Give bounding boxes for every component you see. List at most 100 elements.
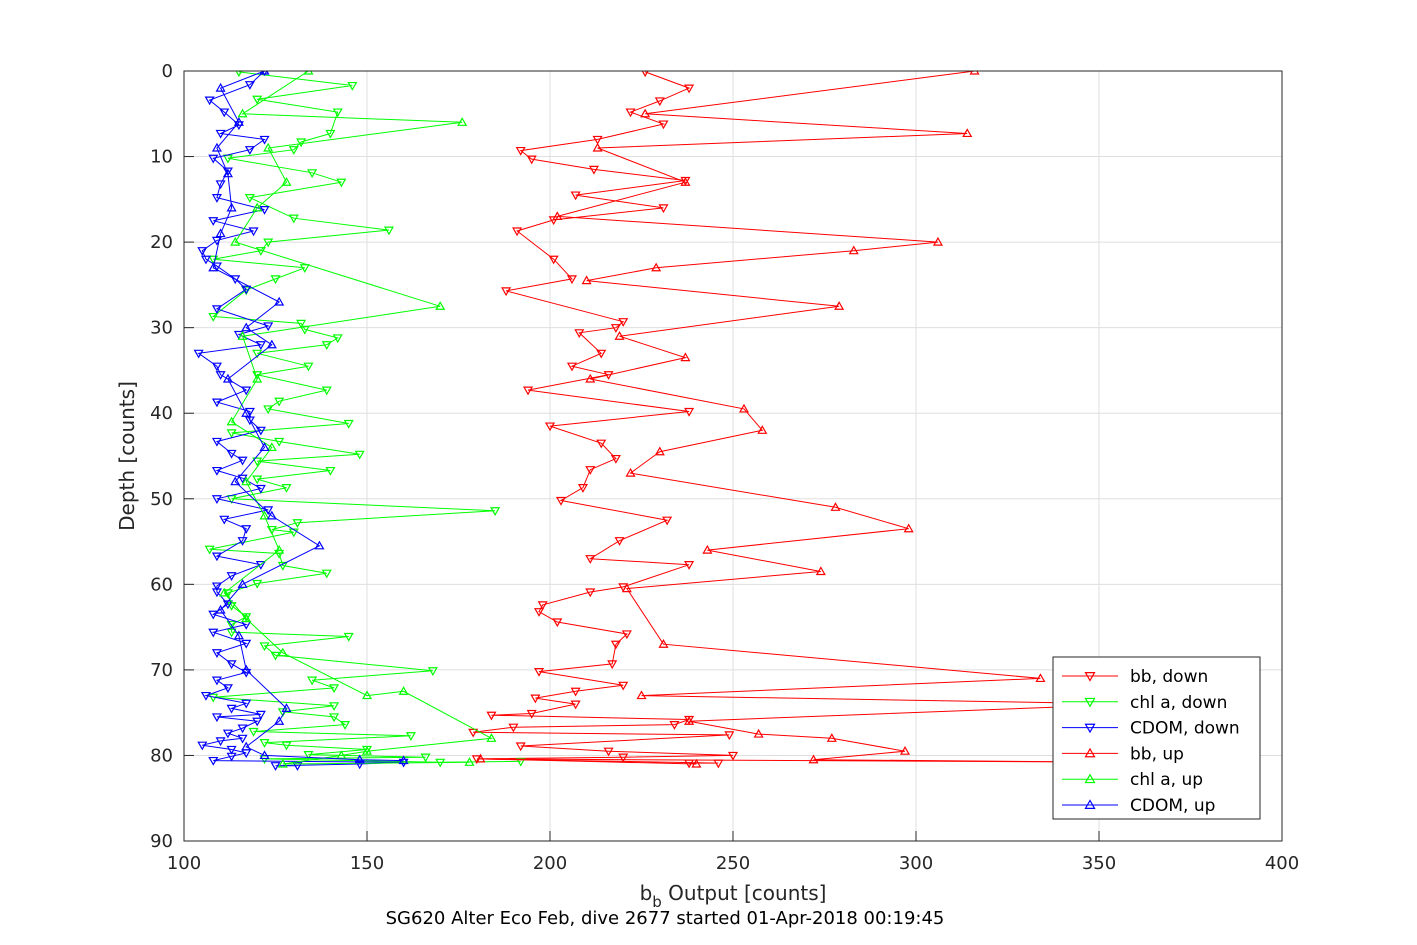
- data-point: [826, 733, 837, 742]
- data-point: [263, 322, 274, 332]
- data-point: [252, 373, 263, 383]
- data-point: [211, 194, 222, 203]
- data-point: [226, 745, 237, 755]
- data-point: [226, 449, 237, 459]
- y-axis-ticks: 0 10 20 30 40 50 60 70 80 90: [150, 61, 194, 852]
- series-chl-a-down: [204, 71, 526, 768]
- legend-entry: bb, up: [1062, 744, 1184, 764]
- data-point: [266, 525, 277, 535]
- y-tick-label: 20: [150, 232, 173, 253]
- data-point: [475, 753, 486, 763]
- data-point: [658, 204, 669, 214]
- data-point: [515, 146, 526, 156]
- data-point: [244, 416, 255, 426]
- data-point: [468, 728, 479, 738]
- data-point: [347, 81, 358, 91]
- series-line: [223, 71, 494, 765]
- series-line: [209, 71, 521, 763]
- data-point: [222, 167, 233, 177]
- data-point: [464, 757, 475, 766]
- data-point: [501, 287, 512, 297]
- data-point: [574, 329, 585, 339]
- data-point: [603, 747, 614, 757]
- data-point: [307, 676, 318, 686]
- data-point: [237, 474, 248, 484]
- data-point: [303, 71, 314, 75]
- legend-marker: [1084, 799, 1096, 809]
- data-point: [230, 275, 241, 285]
- data-point: [618, 753, 629, 763]
- data-point: [621, 630, 632, 640]
- data-point: [248, 227, 259, 237]
- data-point: [296, 319, 307, 329]
- data-point: [204, 96, 215, 106]
- data-point: [610, 324, 621, 333]
- data-point: [343, 419, 354, 429]
- data-point: [757, 425, 768, 434]
- data-point: [354, 760, 365, 770]
- data-point: [215, 604, 226, 614]
- data-point: [625, 108, 636, 118]
- data-point: [226, 660, 237, 670]
- data-point: [435, 301, 446, 310]
- data-point: [215, 82, 226, 92]
- data-point: [222, 373, 233, 383]
- data-point: [211, 142, 222, 152]
- x-tick-label: 400: [1265, 853, 1299, 874]
- data-point: [274, 544, 285, 554]
- data-point: [259, 135, 270, 145]
- data-point: [241, 613, 252, 623]
- data-point: [610, 454, 621, 464]
- data-point: [226, 620, 237, 630]
- data-point: [266, 510, 277, 520]
- data-point: [226, 429, 237, 439]
- data-point: [252, 579, 263, 589]
- data-point: [899, 745, 911, 755]
- data-point: [303, 750, 314, 760]
- data-point: [270, 275, 281, 285]
- data-point: [244, 146, 255, 155]
- data-point: [314, 540, 325, 550]
- data-point: [515, 757, 526, 767]
- data-point: [226, 704, 237, 714]
- data-point: [193, 349, 204, 359]
- data-point: [211, 713, 222, 723]
- data-point: [244, 194, 255, 203]
- data-point: [321, 341, 332, 350]
- data-point: [515, 742, 526, 752]
- data-point: [215, 737, 226, 747]
- x-tick-label: 100: [167, 853, 201, 874]
- data-point: [486, 733, 497, 742]
- data-point: [266, 339, 277, 349]
- data-point: [903, 523, 914, 533]
- data-point: [219, 108, 230, 118]
- data-point: [830, 502, 841, 511]
- data-point: [208, 312, 219, 322]
- data-point: [263, 405, 274, 415]
- figure-caption: SG620 Alter Eco Feb, dive 2677 started 0…: [386, 908, 945, 929]
- data-point: [548, 255, 559, 265]
- data-point: [610, 640, 621, 650]
- data-point: [537, 601, 548, 611]
- legend-label: bb, down: [1130, 667, 1208, 687]
- y-tick-label: 90: [150, 831, 173, 852]
- data-point: [585, 466, 596, 475]
- data-point: [281, 703, 292, 712]
- series-line: [197, 71, 404, 767]
- data-point: [420, 753, 431, 763]
- data-point: [281, 177, 292, 186]
- legend-entry: bb, down: [1062, 667, 1208, 687]
- y-tick-label: 30: [150, 318, 173, 339]
- data-point: [259, 739, 270, 748]
- data-point: [684, 84, 695, 94]
- data-point: [237, 734, 248, 744]
- data-point: [197, 741, 208, 751]
- data-point: [684, 561, 695, 570]
- data-point: [684, 407, 695, 417]
- y-axis-label: Depth [counts]: [115, 381, 139, 531]
- data-point: [252, 202, 263, 212]
- data-point: [581, 275, 592, 285]
- data-point: [200, 691, 211, 701]
- data-point: [555, 496, 567, 506]
